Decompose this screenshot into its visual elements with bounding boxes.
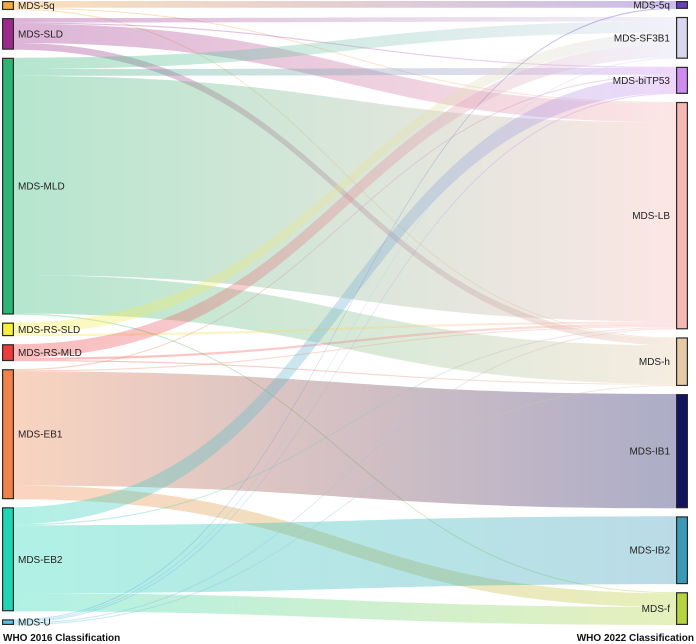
target-label-MDS-5q: MDS-5q <box>633 0 670 11</box>
target-axis-label: WHO 2022 Classification <box>577 633 694 644</box>
link-MDS-RS-MLD-to-MDS-LB <box>14 323 676 360</box>
source-label-MDS-U: MDS-U <box>18 618 51 629</box>
link-MDS-U-to-MDS-5q <box>14 7 676 621</box>
source-label-MDS-RS-SLD: MDS-RS-SLD <box>18 325 80 336</box>
target-node-MDS-h <box>675 337 688 387</box>
target-node-MDS-biTP53 <box>675 66 688 94</box>
target-label-MDS-SF3B1: MDS-SF3B1 <box>614 33 671 44</box>
link-MDS-EB2-to-MDS-IB2 <box>14 516 676 594</box>
link-MDS-MLD-to-MDS-biTP53 <box>14 67 676 76</box>
category-nodes <box>1 1 688 625</box>
source-node-MDS-SLD <box>1 18 15 50</box>
source-label-MDS-RS-MLD: MDS-RS-MLD <box>18 348 82 359</box>
source-node-MDS-EB1 <box>1 369 15 500</box>
link-MDS-5q-to-MDS-5q <box>14 1 676 8</box>
link-MDS-EB1-to-MDS-LB <box>14 325 676 372</box>
link-MDS-EB1-to-MDS-biTP53 <box>14 74 676 371</box>
target-label-MDS-biTP53: MDS-biTP53 <box>613 76 671 87</box>
target-label-MDS-f: MDS-f <box>642 604 671 615</box>
target-label-MDS-IB1: MDS-IB1 <box>629 447 670 458</box>
source-label-MDS-SLD: MDS-SLD <box>18 29 63 40</box>
target-node-MDS-LB <box>675 101 688 330</box>
source-node-MDS-MLD <box>1 57 15 315</box>
link-MDS-RS-SLD-to-MDS-SF3B1 <box>14 32 676 334</box>
link-MDS-EB1-to-MDS-IB1 <box>14 371 676 509</box>
link-MDS-U-to-MDS-h <box>14 384 676 625</box>
link-MDS-5q-to-MDS-LB <box>14 7 676 104</box>
source-label-MDS-EB2: MDS-EB2 <box>18 555 63 566</box>
link-MDS-MLD-to-MDS-SF3B1 <box>14 21 676 70</box>
source-node-MDS-RS-MLD <box>1 344 15 362</box>
source-label-MDS-MLD: MDS-MLD <box>18 182 65 193</box>
link-MDS-RS-SLD-to-MDS-LB <box>14 321 676 337</box>
source-node-MDS-RS-SLD <box>1 322 15 337</box>
link-MDS-U-to-MDS-SF3B1 <box>14 57 676 622</box>
link-MDS-EB2-to-MDS-f <box>14 593 676 625</box>
link-MDS-RS-MLD-to-MDS-SF3B1 <box>14 44 676 358</box>
category-labels: MDS-5q MDS-SLD MDS-MLD MDS-RS-SLD MDS-RS-MLD… <box>18 0 670 628</box>
source-axis-label: WHO 2016 Classification <box>3 633 120 644</box>
link-MDS-U-to-MDS-biTP53 <box>14 92 676 623</box>
link-MDS-EB2-to-MDS-LB <box>14 327 676 526</box>
link-MDS-SLD-to-MDS-SF3B1 <box>14 16 676 23</box>
target-node-MDS-IB2 <box>675 516 688 585</box>
target-label-MDS-h: MDS-h <box>639 357 670 368</box>
link-MDS-U-to-MDS-LB <box>14 328 676 624</box>
source-label-MDS-EB1: MDS-EB1 <box>18 430 63 441</box>
target-node-MDS-IB1 <box>675 394 688 509</box>
target-node-MDS-5q <box>675 1 688 9</box>
source-node-MDS-5q <box>1 1 15 11</box>
target-node-MDS-SF3B1 <box>675 16 688 59</box>
flow-links <box>14 1 676 625</box>
target-label-MDS-LB: MDS-LB <box>632 211 670 222</box>
target-label-MDS-IB2: MDS-IB2 <box>629 546 670 557</box>
link-MDS-RS-MLD-to-MDS-h <box>14 359 676 385</box>
target-node-MDS-f <box>675 592 688 625</box>
source-node-MDS-U <box>1 619 15 625</box>
source-label-MDS-5q: MDS-5q <box>18 1 55 12</box>
source-node-MDS-EB2 <box>1 507 15 612</box>
link-MDS-EB2-to-MDS-biTP53 <box>14 75 676 525</box>
